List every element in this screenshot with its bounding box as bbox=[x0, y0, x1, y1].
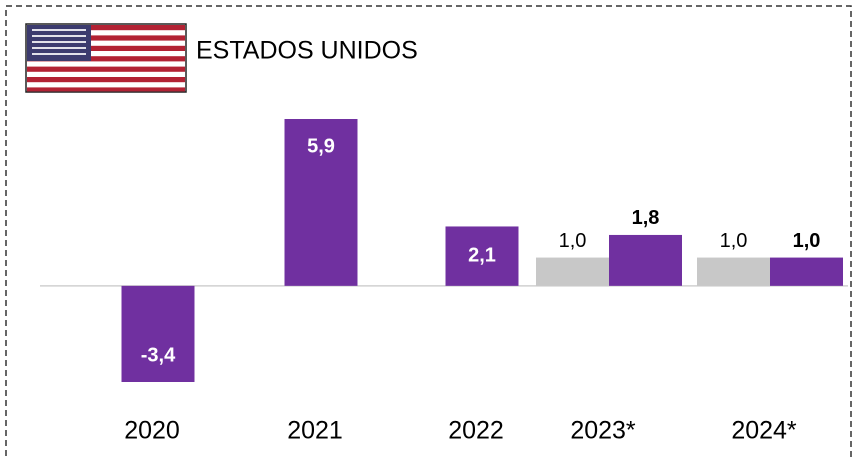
x-tick-label: 2023* bbox=[570, 417, 636, 445]
frame bbox=[5, 5, 852, 463]
bar bbox=[536, 257, 609, 286]
value-label: 1,0 bbox=[793, 230, 821, 252]
value-label: 5,9 bbox=[307, 135, 335, 157]
bar bbox=[445, 226, 519, 286]
bar bbox=[121, 285, 195, 382]
bar bbox=[770, 257, 843, 286]
x-tick-label: 2020 bbox=[124, 417, 180, 445]
x-tick-label: 2021 bbox=[287, 417, 343, 445]
bar bbox=[697, 257, 770, 286]
x-tick-label: 2022 bbox=[448, 417, 504, 445]
value-label: 2,1 bbox=[468, 244, 496, 266]
value-label: 1,8 bbox=[632, 207, 660, 229]
bar bbox=[609, 234, 682, 286]
us-flag bbox=[25, 23, 187, 93]
chart-title: ESTADOS UNIDOS bbox=[196, 37, 418, 65]
value-label: 1,0 bbox=[720, 230, 748, 252]
bar bbox=[284, 119, 358, 286]
value-label: -3,4 bbox=[141, 344, 176, 366]
x-tick-label: 2024* bbox=[731, 417, 797, 445]
value-label: 1,0 bbox=[559, 230, 587, 252]
